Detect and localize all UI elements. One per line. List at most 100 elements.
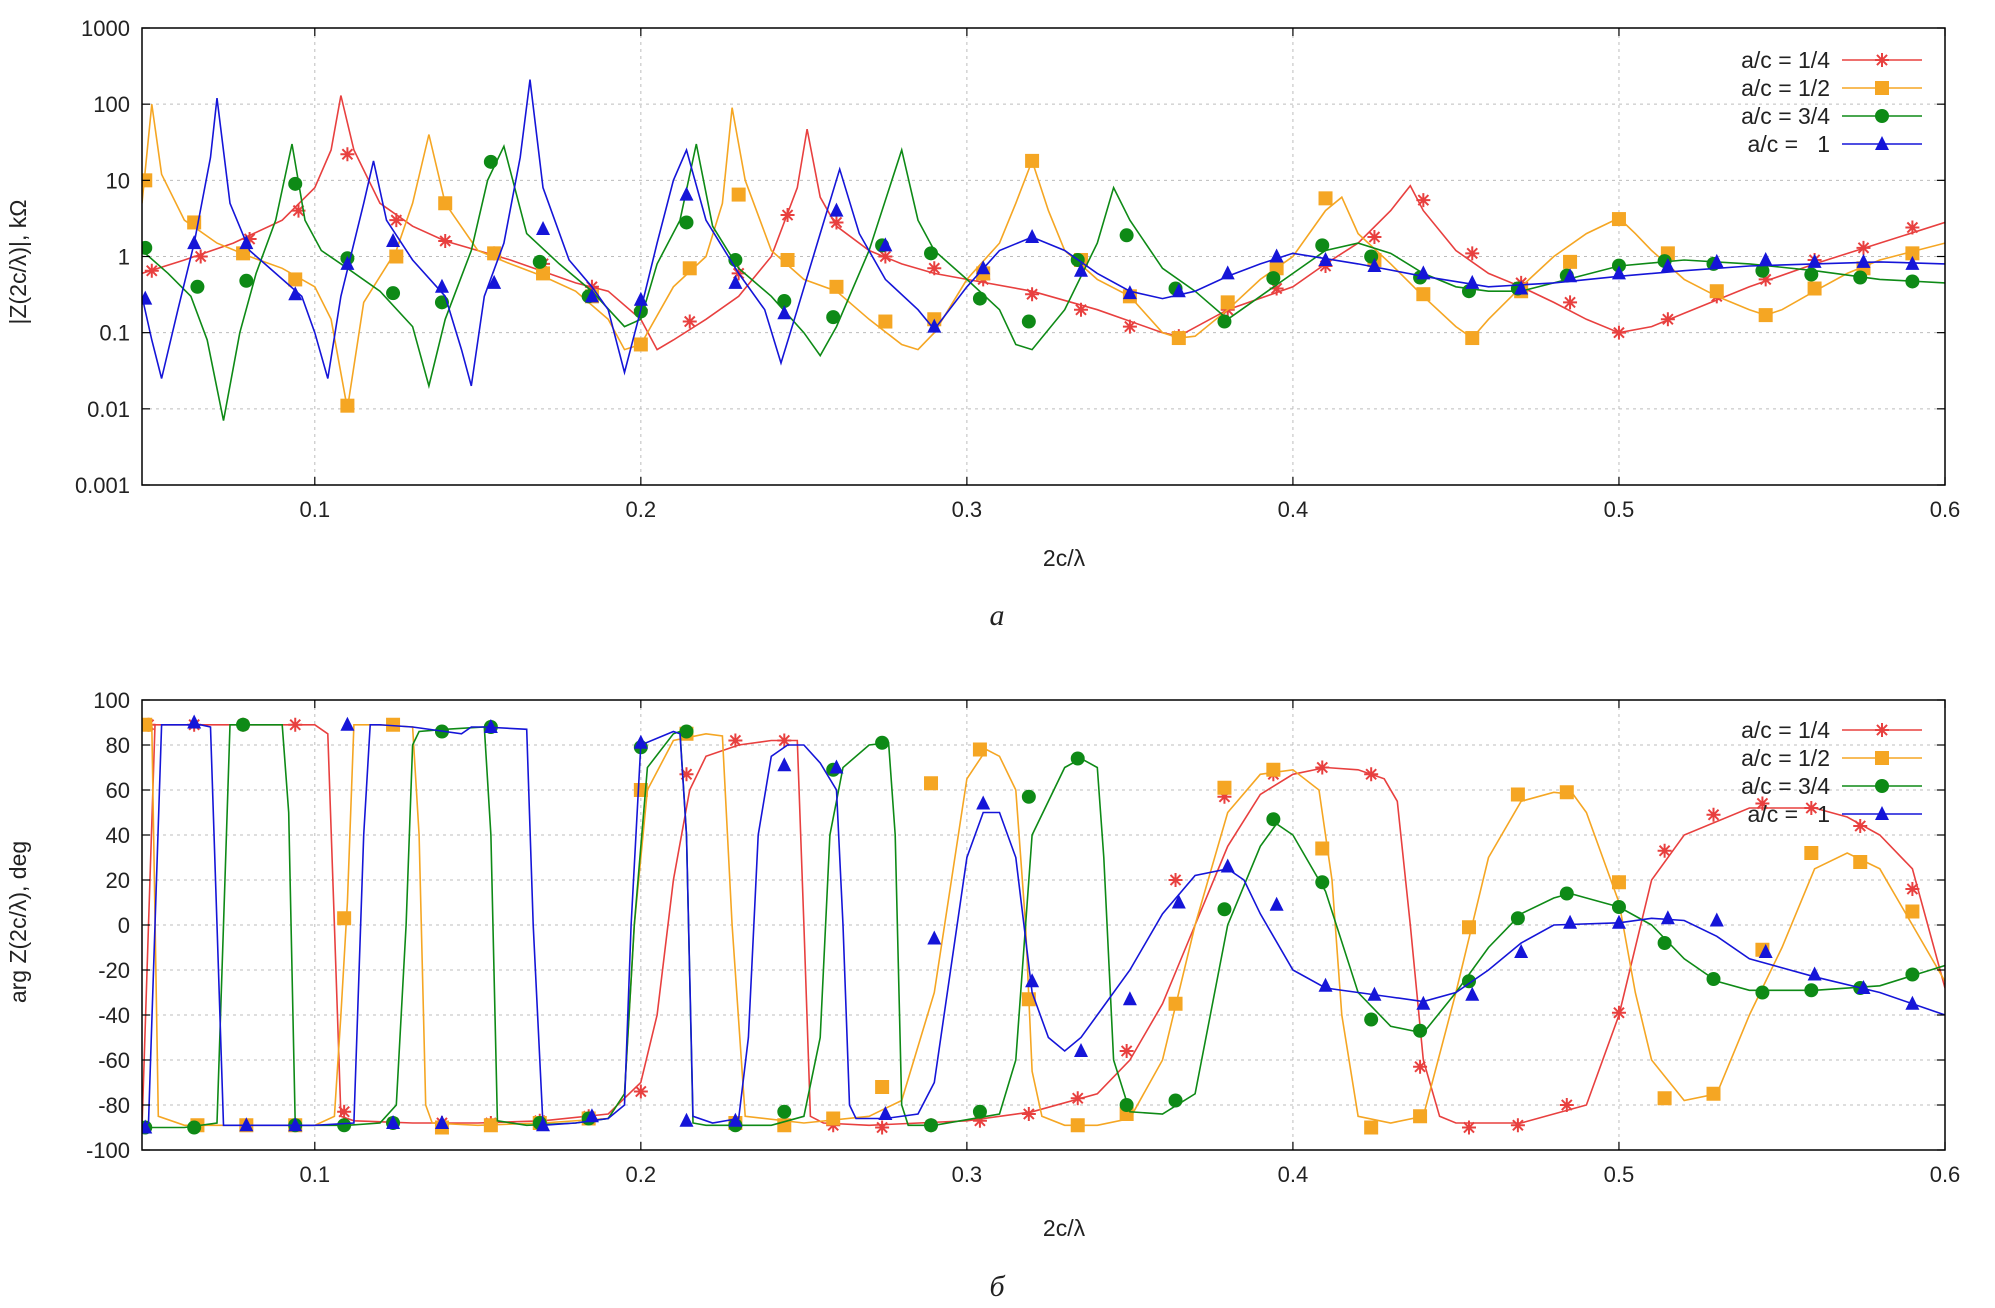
data-point-1-10	[633, 337, 648, 352]
chart-panel-a: 0.1 0.2 0.3 0.4 0.5 0.6 0.001 0.01 0.1 1 10 100 1000…	[5, 16, 1960, 632]
data-point-3-22	[1220, 265, 1235, 280]
data-point-1-13	[780, 252, 795, 267]
data-point-2-2	[239, 273, 254, 288]
data-point-2-28	[1510, 911, 1525, 926]
data-point-0-35	[1853, 819, 1868, 833]
data-point-2-20	[1119, 228, 1134, 243]
data-point-0-21	[1168, 873, 1183, 887]
data-point-3-36	[1905, 255, 1920, 270]
data-point-2-15	[875, 735, 890, 750]
data-point-2-23	[1266, 271, 1281, 286]
data-point-1-23	[1266, 762, 1281, 777]
data-point-1-24	[1315, 841, 1330, 856]
data-point-2-0	[142, 240, 153, 255]
data-point-3-11	[679, 186, 694, 201]
data-point-3-0	[142, 290, 153, 305]
plot-frame	[141, 699, 1946, 1151]
data-point-0-27	[1461, 1120, 1476, 1135]
data-point-0-33	[1755, 796, 1770, 811]
data-point-0-0	[144, 263, 159, 278]
series-3	[142, 79, 1945, 387]
data-point-1-21	[1171, 331, 1186, 346]
data-point-3-29	[1563, 268, 1578, 283]
data-point-2-17	[972, 1104, 987, 1119]
data-point-2-24	[1315, 238, 1330, 253]
y-tick-label: 0.1	[99, 321, 130, 346]
y-tick-label: 100	[93, 688, 130, 713]
data-point-2-1	[187, 1120, 202, 1135]
data-point-1-0	[142, 717, 153, 732]
data-point-2-16	[924, 1118, 939, 1133]
series-line-2	[142, 143, 1945, 421]
data-point-1-31	[1657, 1091, 1672, 1106]
data-point-0-24	[1315, 760, 1330, 775]
data-point-3-18	[1025, 229, 1040, 244]
legend-label: a/c = 1	[1748, 801, 1830, 827]
data-point-2-25	[1364, 1012, 1379, 1027]
data-point-1-22	[1220, 295, 1235, 310]
y-tick-label: 0.01	[87, 397, 130, 422]
data-point-0-19	[1073, 302, 1088, 317]
data-point-3-8	[536, 220, 551, 235]
data-point-0-19	[1070, 1091, 1085, 1106]
data-point-3-11	[679, 1112, 694, 1127]
data-point-3-10	[633, 734, 648, 749]
data-point-3-21	[1171, 894, 1186, 909]
y-tick-label: 1	[118, 245, 130, 270]
series-line-2	[142, 723, 1945, 1129]
data-point-3-15	[878, 237, 893, 252]
data-point-1-5	[386, 717, 401, 732]
data-point-2-33	[1755, 985, 1770, 1000]
data-point-3-35	[1856, 253, 1871, 268]
y-tick-label: -80	[98, 1093, 130, 1118]
data-point-0-35	[1856, 240, 1871, 255]
data-point-3-31	[1660, 910, 1675, 925]
data-point-3-10	[633, 291, 648, 306]
data-point-2-23	[1266, 812, 1281, 827]
data-point-3-23	[1269, 248, 1284, 263]
data-point-3-36	[1905, 995, 1920, 1010]
data-point-0-11	[682, 314, 697, 329]
data-point-0-5	[389, 213, 404, 228]
data-point-0-26	[1413, 1059, 1428, 1074]
data-point-1-17	[972, 742, 987, 757]
data-point-1-4	[340, 398, 355, 413]
data-point-2-19	[1070, 751, 1085, 766]
y-tick-label: 1000	[81, 16, 130, 41]
data-point-2-21	[1168, 1093, 1183, 1108]
data-point-0-28	[1510, 1118, 1525, 1133]
data-point-3-25	[1367, 258, 1382, 273]
data-point-1-28	[1510, 787, 1525, 802]
data-point-1-27	[1465, 331, 1480, 346]
data-point-0-18	[1025, 287, 1040, 302]
data-point-3-13	[777, 757, 792, 772]
x-axis-title-a: 2c/λ	[1043, 545, 1086, 571]
data-point-2-22	[1217, 314, 1232, 329]
data-point-3-12	[728, 1112, 743, 1127]
data-point-2-31	[1657, 936, 1672, 950]
data-point-1-2	[236, 246, 251, 261]
data-point-3-25	[1367, 986, 1382, 1001]
data-point-1-7	[483, 1118, 498, 1133]
data-point-3-20	[1122, 991, 1137, 1006]
data-point-2-32	[1706, 972, 1721, 986]
legend-swatch-marker	[1875, 81, 1889, 95]
data-point-0-29	[1559, 1098, 1574, 1112]
data-point-0-4	[337, 1104, 352, 1119]
legend-swatch-marker	[1875, 109, 1889, 123]
data-point-2-14	[826, 310, 841, 325]
legend-label: a/c = 1	[1748, 131, 1830, 157]
data-point-0-31	[1657, 843, 1672, 858]
x-tick-label: 0.3	[952, 497, 983, 522]
data-point-3-5	[386, 232, 401, 247]
data-point-2-11	[679, 724, 694, 739]
data-point-0-3	[288, 717, 303, 732]
data-point-3-30	[1611, 265, 1626, 280]
data-point-3-0	[142, 1119, 153, 1134]
data-point-1-34	[1807, 281, 1822, 296]
data-point-2-34	[1804, 983, 1819, 998]
legend-label: a/c = 1/2	[1741, 745, 1830, 771]
data-point-0-14	[829, 215, 844, 230]
data-point-3-19	[1073, 262, 1088, 277]
